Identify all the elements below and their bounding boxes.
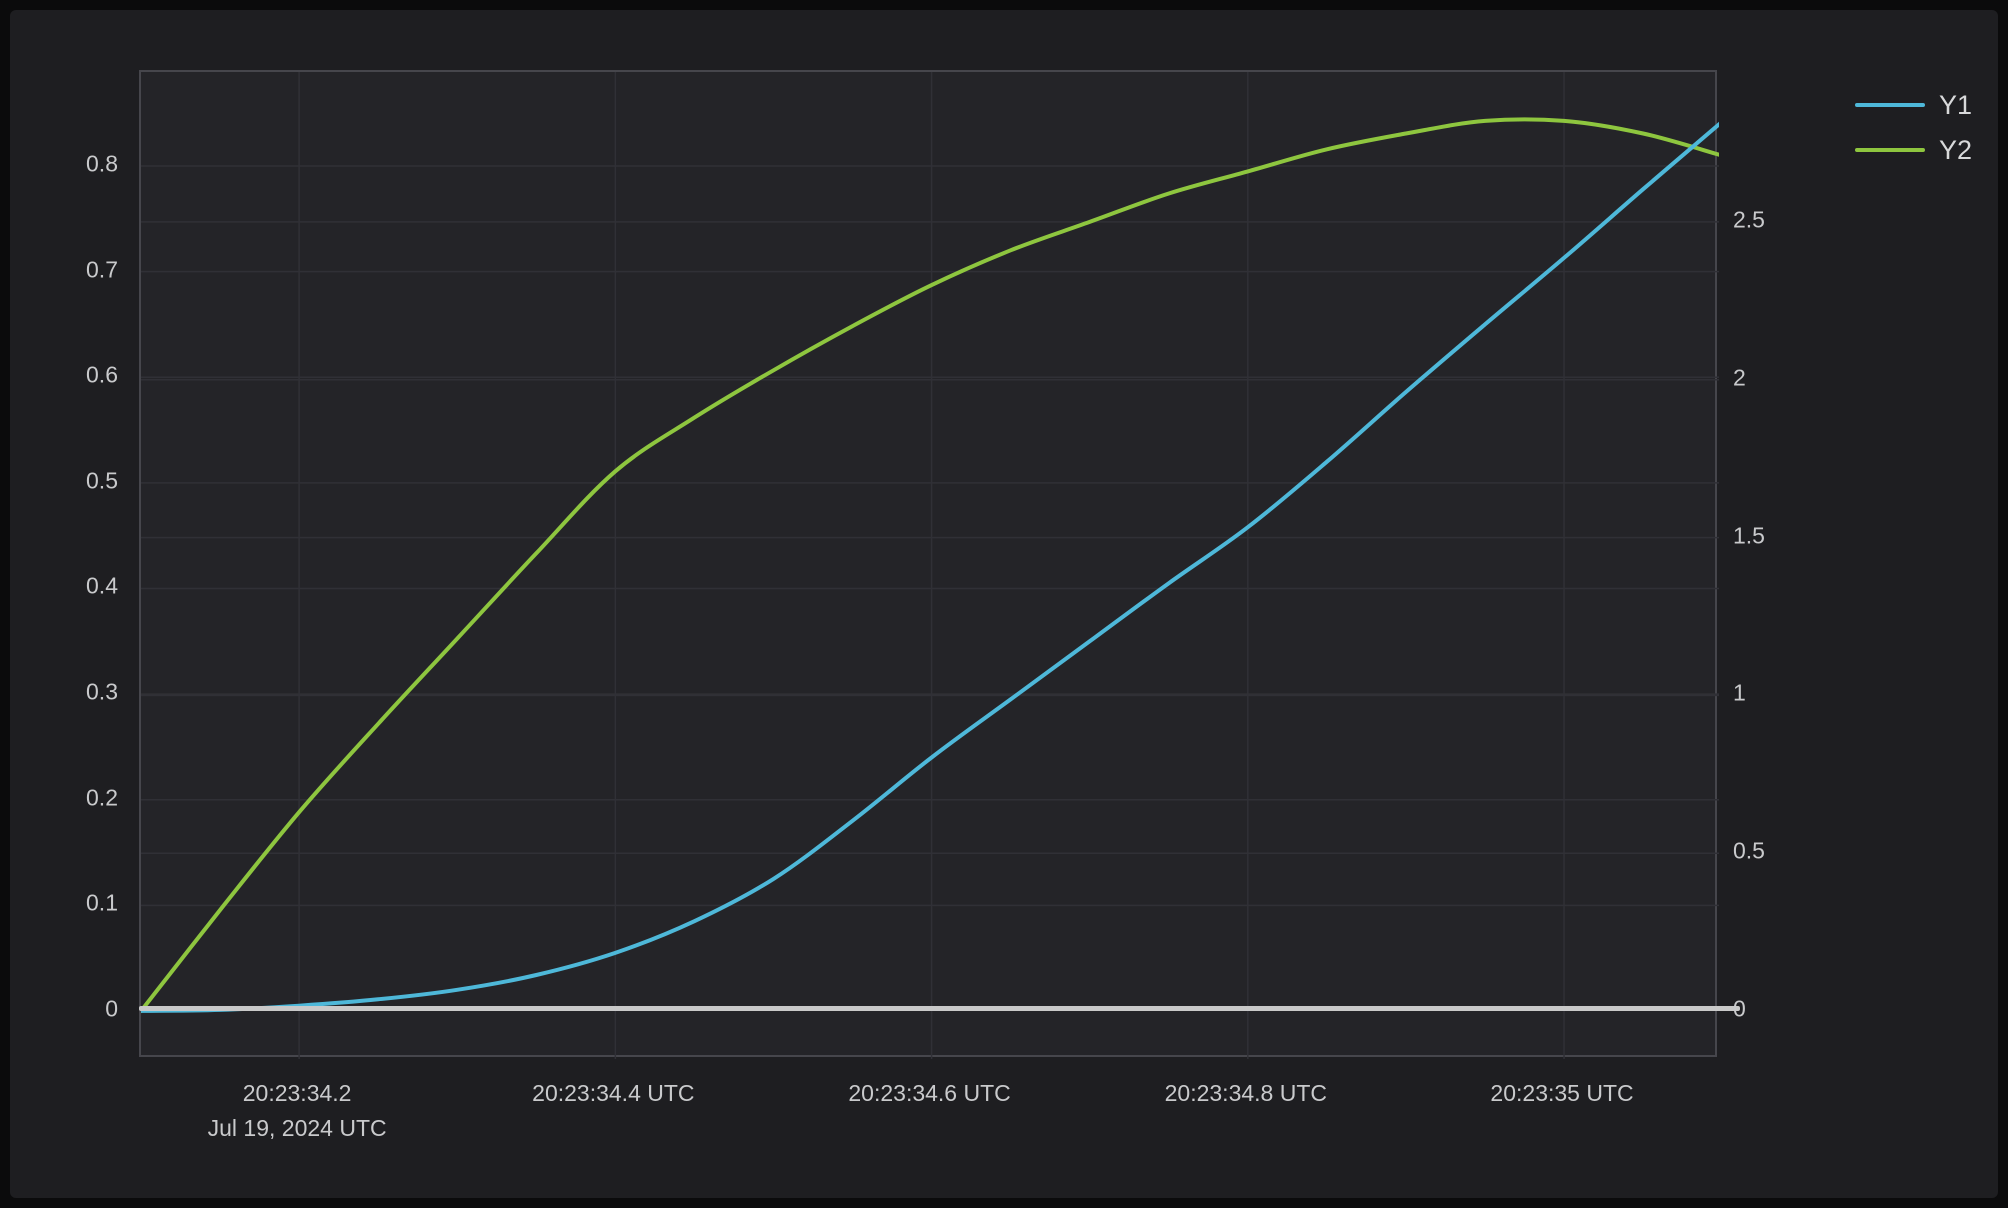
y-axis-left-tick-label: 0.7 bbox=[86, 256, 118, 283]
x-axis-tick-label: 20:23:35 UTC bbox=[1490, 1080, 1634, 1106]
plot-area[interactable] bbox=[139, 70, 1719, 1059]
y-axis-left-tick-label: 0.4 bbox=[86, 572, 118, 599]
y-axis-right-tick-label: 2 bbox=[1733, 364, 1746, 391]
y2-line-swatch bbox=[1855, 148, 1925, 152]
x-axis-tick-label: 20:23:34.6 UTC bbox=[848, 1080, 1011, 1106]
legend: Y1 Y2 bbox=[1855, 90, 1972, 180]
y1-line-swatch bbox=[1855, 103, 1925, 107]
y-axis-right-tick-label: 2.5 bbox=[1733, 206, 1765, 233]
x-axis-tick: 20:23:34.6 UTC bbox=[848, 1081, 1010, 1105]
series-y1-line[interactable] bbox=[141, 121, 1719, 1013]
y-axis-left-tick-label: 0.3 bbox=[86, 678, 118, 705]
legend-label-y2: Y2 bbox=[1939, 134, 1973, 165]
y-axis-left-tick-label: 0.2 bbox=[86, 784, 118, 811]
y-axis-right-tick-label: 0.5 bbox=[1733, 837, 1765, 864]
y-axis-right-tick-label: 1 bbox=[1733, 679, 1746, 706]
plot-canvas bbox=[141, 72, 1719, 1059]
x-axis-tick: 20:23:34.4 UTC bbox=[532, 1081, 694, 1105]
legend-item-y1[interactable]: Y1 bbox=[1855, 90, 1972, 120]
x-axis-date-label: Jul 19, 2024 UTC bbox=[207, 1115, 387, 1141]
x-axis-tick: 20:23:34.2 Jul 19, 2024 UTC bbox=[208, 1081, 387, 1140]
zero-baseline bbox=[139, 1006, 1740, 1011]
y-axis-right-tick-label: 1.5 bbox=[1733, 522, 1765, 549]
x-axis-tick-label: 20:23:34.2 bbox=[242, 1080, 352, 1106]
y-axis-left-tick-label: 0.1 bbox=[86, 889, 118, 916]
y-axis-right-tick-label: 0 bbox=[1733, 995, 1746, 1022]
x-axis-tick-label: 20:23:34.4 UTC bbox=[532, 1080, 695, 1106]
x-axis-tick-label: 20:23:34.8 UTC bbox=[1164, 1080, 1327, 1106]
y-axis-left-tick-label: 0.6 bbox=[86, 361, 118, 388]
x-axis-tick: 20:23:35 UTC bbox=[1490, 1081, 1633, 1105]
legend-item-y2[interactable]: Y2 bbox=[1855, 135, 1972, 165]
y-axis-left-tick-label: 0 bbox=[105, 995, 118, 1022]
x-axis-tick: 20:23:34.8 UTC bbox=[1165, 1081, 1327, 1105]
y-axis-left-tick-label: 0.8 bbox=[86, 150, 118, 177]
y-axis-left-tick-label: 0.5 bbox=[86, 467, 118, 494]
legend-label-y1: Y1 bbox=[1939, 89, 1973, 120]
series-y2-line[interactable] bbox=[141, 117, 1719, 1013]
